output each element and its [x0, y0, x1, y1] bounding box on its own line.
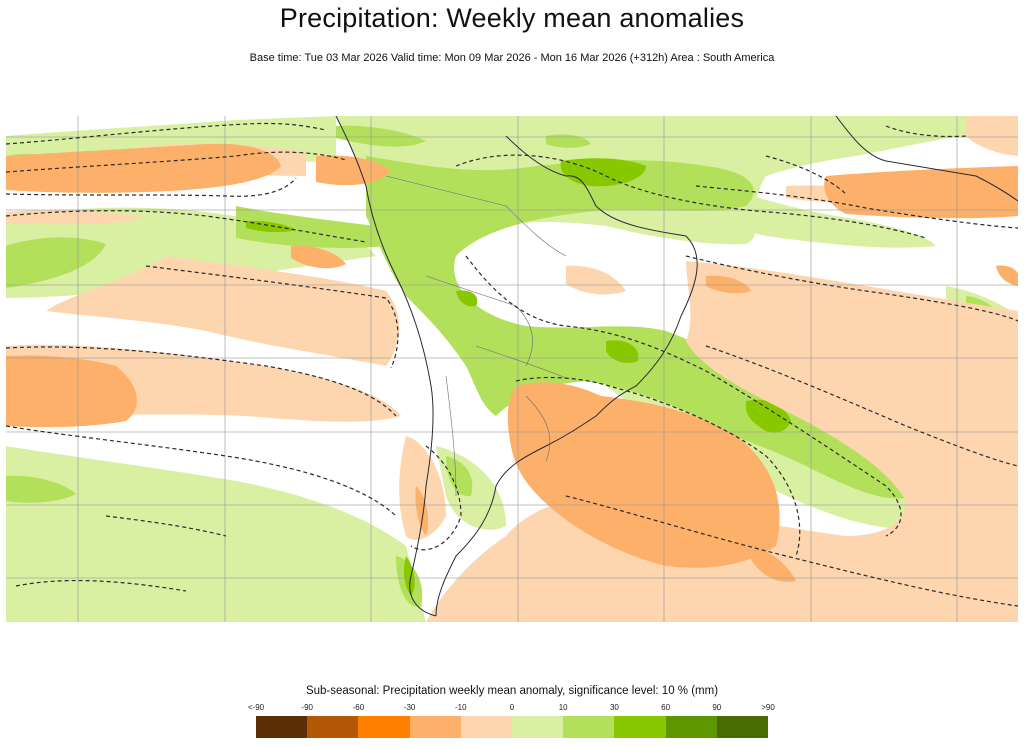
- map-subtitle: Base time: Tue 03 Mar 2026 Valid time: M…: [249, 52, 775, 64]
- legend-labels: <-90 -90 -60 -30 -10 0 10 30 60 90 >90: [248, 703, 775, 715]
- legend-swatch: [460, 716, 513, 738]
- page-title: Precipitation: Weekly mean anomalies: [279, 3, 745, 33]
- legend-label: >90: [761, 703, 775, 712]
- map-gridlines: [6, 116, 1018, 622]
- legend-title: Sub-seasonal: Precipitation weekly mean …: [305, 685, 719, 697]
- legend-swatch: [358, 716, 410, 738]
- map-canvas: [6, 116, 1018, 622]
- legend-swatch: [307, 716, 359, 738]
- country-borders: [385, 175, 567, 497]
- legend-label: -10: [455, 703, 467, 712]
- legend-swatch: [563, 716, 615, 738]
- legend-label: -30: [403, 703, 416, 712]
- legend-swatch: [665, 716, 717, 738]
- significance-contours: [6, 122, 1018, 607]
- legend-label: <-90: [247, 703, 265, 712]
- legend-swatch: [716, 716, 769, 738]
- legend-swatch: [512, 716, 564, 738]
- legend-label: 30: [609, 703, 619, 712]
- legend-swatch: [614, 716, 666, 738]
- coastlines: [335, 116, 1018, 617]
- color-legend: [256, 716, 769, 738]
- legend-label: 90: [712, 703, 722, 712]
- legend-swatch: [409, 716, 461, 738]
- legend-label: 60: [661, 703, 671, 712]
- wet-strong-regions: [246, 158, 791, 596]
- legend-label: -90: [301, 703, 313, 712]
- legend-label: -60: [352, 703, 365, 712]
- legend-swatch: [256, 716, 308, 738]
- legend-label: 0: [509, 703, 515, 712]
- legend-label: 10: [558, 703, 568, 712]
- anomaly-map: [6, 116, 1018, 622]
